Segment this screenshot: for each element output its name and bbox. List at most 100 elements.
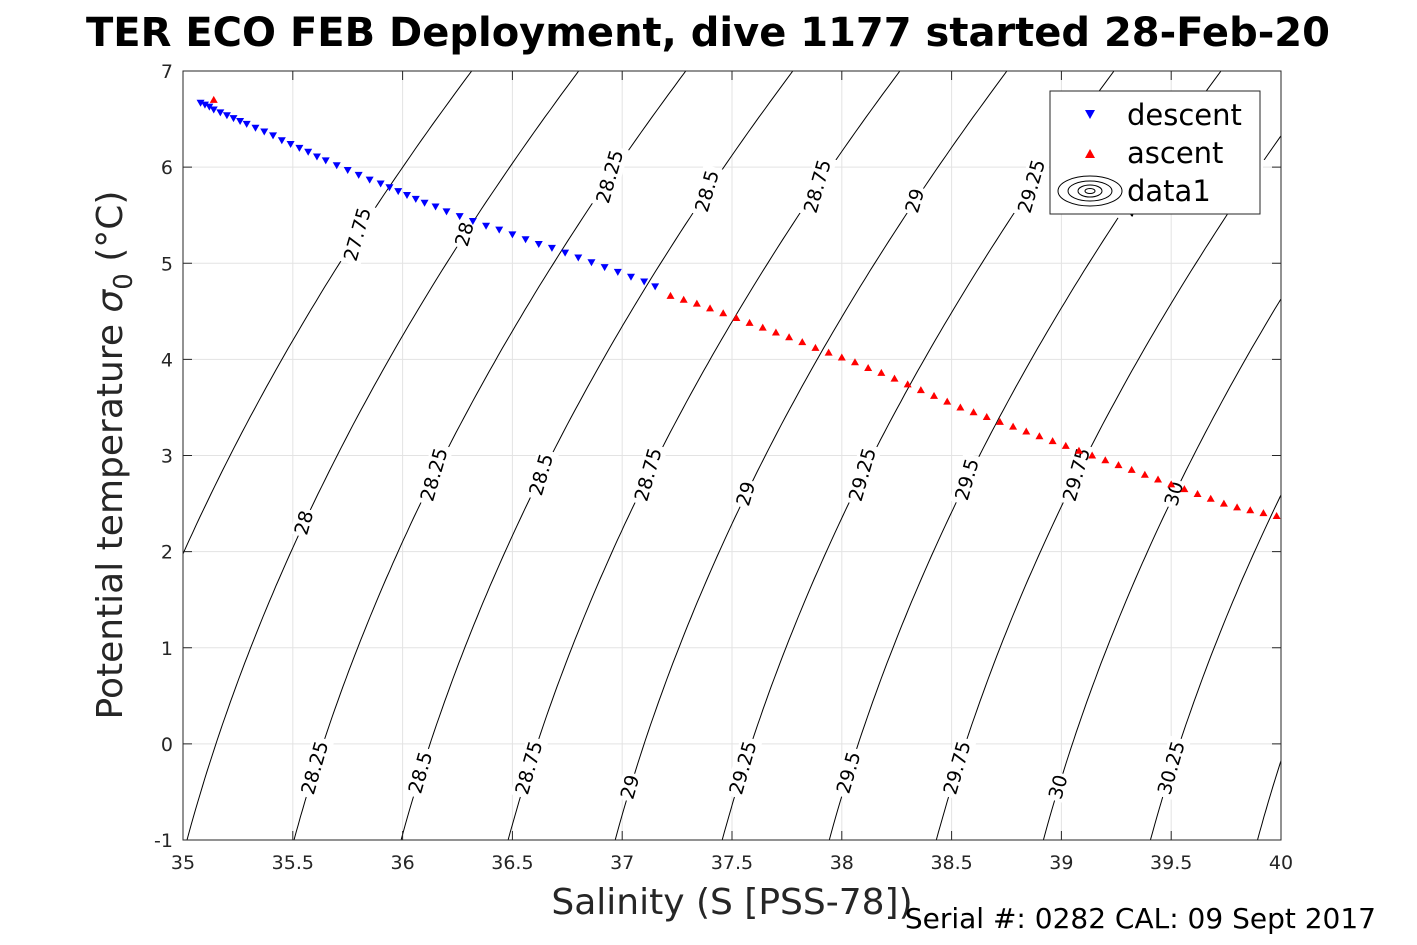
- ascent-point: [1167, 480, 1176, 488]
- ascent-point: [771, 328, 780, 336]
- descent-point: [455, 213, 464, 221]
- descent-point: [534, 241, 543, 249]
- descent-point: [216, 109, 225, 117]
- x-tick-label: 35.5: [272, 852, 314, 874]
- legend-ascent-label: ascent: [1127, 136, 1223, 170]
- ascent-point: [930, 391, 939, 399]
- ascent-point: [956, 403, 965, 411]
- ascent-point: [1061, 441, 1070, 449]
- ascent-point: [1127, 465, 1136, 473]
- x-tick-label: 37: [610, 852, 634, 874]
- x-tick-label: 40: [1269, 852, 1293, 874]
- x-tick-label: 36.5: [491, 852, 533, 874]
- x-tick-label: 39: [1049, 852, 1073, 874]
- ascent-point: [1219, 499, 1228, 507]
- contour-label-group: 28: [289, 506, 319, 540]
- ascent-point: [1035, 432, 1044, 440]
- descent-point: [385, 184, 394, 192]
- y-tick-label: 4: [161, 349, 173, 371]
- ascent-point: [1180, 485, 1189, 493]
- legend-descent-marker: [1085, 110, 1095, 119]
- ascent-point: [837, 353, 846, 361]
- contour-label-bg: [690, 164, 725, 219]
- ascent-point: [824, 348, 833, 356]
- contour-label-bg: [450, 217, 480, 251]
- ascent-point: [1114, 461, 1123, 469]
- ascent-point: [666, 291, 675, 299]
- descent-point: [205, 103, 214, 111]
- descent-point: [626, 273, 635, 281]
- y-axis-label-symbol: σ: [90, 289, 131, 313]
- y-tick-label: 7: [161, 61, 173, 83]
- x-tick-label: 35: [171, 852, 195, 874]
- ascent-point: [903, 380, 912, 388]
- legend-contour-label: data1: [1127, 174, 1211, 208]
- contour-label-bg: [938, 735, 977, 801]
- descent-point: [482, 222, 491, 230]
- ascent-point: [732, 314, 741, 322]
- ascent-point: [1074, 446, 1083, 454]
- descent-point: [236, 117, 245, 125]
- contour-label-bg: [949, 452, 985, 507]
- descent-point: [343, 167, 352, 175]
- descent-point: [354, 171, 363, 179]
- ascent-point: [1101, 456, 1110, 464]
- descent-point: [251, 124, 260, 132]
- contour-label-bg: [629, 442, 668, 508]
- contour-label-bg: [831, 745, 867, 800]
- ascent-point: [1272, 512, 1281, 520]
- ascent-point: [811, 343, 820, 351]
- y-tick-label: 5: [161, 253, 173, 275]
- y-tick-label: 1: [161, 638, 173, 660]
- descent-point: [574, 254, 583, 262]
- y-axis-ticks: -1 0 1 2 3 4 5 6 7: [154, 61, 1281, 852]
- contour-label-bg: [289, 506, 319, 540]
- chart-title: TER ECO FEB Deployment, dive 1177 starte…: [86, 10, 1330, 56]
- descent-point: [394, 188, 403, 196]
- ascent-point: [719, 309, 728, 317]
- contour-label-bg: [615, 770, 645, 804]
- descent-point: [222, 112, 231, 120]
- x-tick-label: 38.5: [930, 852, 972, 874]
- ascent-point: [877, 368, 886, 376]
- descent-point: [260, 128, 269, 136]
- descent-point: [365, 176, 374, 184]
- contour-labels: 27.752828.2528.528.752929.2529.529.75282…: [289, 144, 1265, 804]
- series-descent: [196, 99, 660, 291]
- x-tick-label: 38: [830, 852, 854, 874]
- legend-box: [1049, 90, 1261, 215]
- descent-point: [277, 137, 286, 145]
- ascent-point: [982, 413, 991, 421]
- ascent-point: [890, 374, 899, 382]
- y-axis-label-subscript: 0: [109, 273, 139, 290]
- y-tick-label: 0: [161, 734, 173, 756]
- ascent-point: [916, 386, 925, 394]
- legend-contour-icon: [1057, 175, 1123, 207]
- legend-ascent-marker: [1085, 149, 1095, 158]
- contour-label-bg: [798, 154, 837, 219]
- descent-point: [242, 120, 251, 128]
- descent-point: [376, 180, 385, 188]
- descent-point: [321, 157, 330, 165]
- x-tick-label: 36: [391, 852, 415, 874]
- descent-point: [431, 203, 440, 211]
- ascent-point: [798, 338, 807, 346]
- y-axis-label-unit: (°C): [90, 191, 131, 262]
- contour-label-bg: [338, 202, 377, 267]
- ascent-point: [706, 304, 715, 312]
- contour-label-bg: [731, 477, 761, 511]
- descent-point: [196, 99, 205, 107]
- isopycnal-line: [1042, 297, 1281, 840]
- contour-label-group: 30: [1044, 770, 1074, 804]
- descent-point: [295, 144, 304, 152]
- legend: descent ascent data1: [1049, 90, 1261, 215]
- contour-label-bg: [843, 442, 882, 508]
- contour-label-bg: [415, 442, 454, 508]
- ascent-point: [1246, 506, 1255, 514]
- contour-label-group: 28: [450, 217, 480, 251]
- descent-point: [269, 132, 278, 140]
- descent-point: [561, 249, 570, 257]
- x-tick-label: 39.5: [1150, 852, 1192, 874]
- footer-serial-cal: Serial #: 0282 CAL: 09 Sept 2017: [905, 902, 1376, 935]
- descent-point: [547, 244, 556, 252]
